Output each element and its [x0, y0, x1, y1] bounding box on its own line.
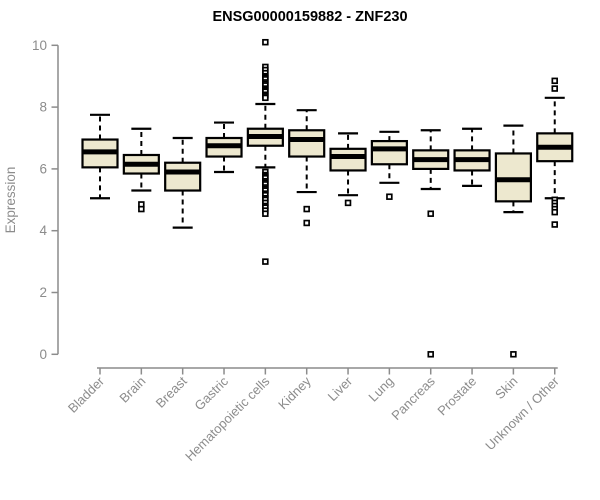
box-rect: [329, 147, 367, 172]
x-axis-tick-label: Brain: [116, 374, 148, 406]
outlier-point: [262, 210, 269, 217]
outlier-point: [427, 210, 434, 217]
box-breast: [164, 136, 202, 229]
outlier-point: [386, 193, 393, 200]
outlier-point: [551, 221, 558, 228]
box-hematopoietic-cells: [246, 38, 284, 265]
box-liver: [329, 132, 367, 207]
y-axis-tick-label: 4: [39, 223, 47, 238]
outlier-point: [138, 205, 145, 213]
chart-title: ENSG00000159882 - ZNF230: [212, 9, 407, 25]
outlier-point: [551, 85, 558, 92]
y-axis-tick-label: 6: [39, 161, 47, 176]
outlier-point: [344, 199, 352, 207]
y-axis-tick-label: 8: [39, 100, 47, 115]
y-axis-tick-label: 0: [39, 347, 47, 362]
box-prostate: [453, 127, 491, 187]
outlier-point: [303, 205, 310, 213]
box-gastric: [205, 121, 243, 174]
box-lung: [370, 130, 408, 200]
y-axis-tick-label: 10: [32, 38, 47, 53]
outlier-point: [551, 77, 558, 85]
box-rect: [370, 139, 408, 166]
box-bladder: [81, 113, 119, 200]
x-axis-tick-label: Pancreas: [388, 373, 438, 423]
x-axis-tick-label: Liver: [325, 373, 356, 404]
outlier-point: [551, 208, 558, 216]
outlier-point: [262, 94, 269, 102]
x-axis-tick-label: Bladder: [65, 373, 108, 416]
outlier-point: [427, 351, 434, 358]
x-axis-tick-label: Skin: [492, 374, 520, 402]
box-rect: [164, 161, 202, 192]
box-rect: [288, 129, 326, 158]
outlier-point: [262, 38, 269, 46]
x-axis-tick-label: Unknown / Other: [482, 373, 562, 453]
box-kidney: [288, 109, 326, 227]
box-skin: [494, 124, 532, 358]
box-unknown-other: [536, 77, 574, 228]
box-brain: [122, 127, 160, 213]
x-axis-tick-label: Lung: [365, 374, 396, 405]
x-axis-tick-label: Breast: [153, 373, 190, 410]
x-axis-tick-label: Kidney: [275, 373, 314, 412]
x-axis-tick-label: Gastric: [191, 373, 231, 413]
y-axis: 0 2 4 6 8 10: [32, 38, 59, 362]
outlier-point: [262, 258, 269, 265]
outlier-point: [303, 219, 310, 227]
x-axis-tick-label: Prostate: [434, 374, 479, 419]
outlier-point: [510, 351, 517, 358]
y-axis-label: Expression: [3, 167, 18, 234]
y-axis-tick-label: 2: [39, 285, 47, 300]
boxes: [81, 38, 574, 358]
box-pancreas: [412, 129, 450, 358]
